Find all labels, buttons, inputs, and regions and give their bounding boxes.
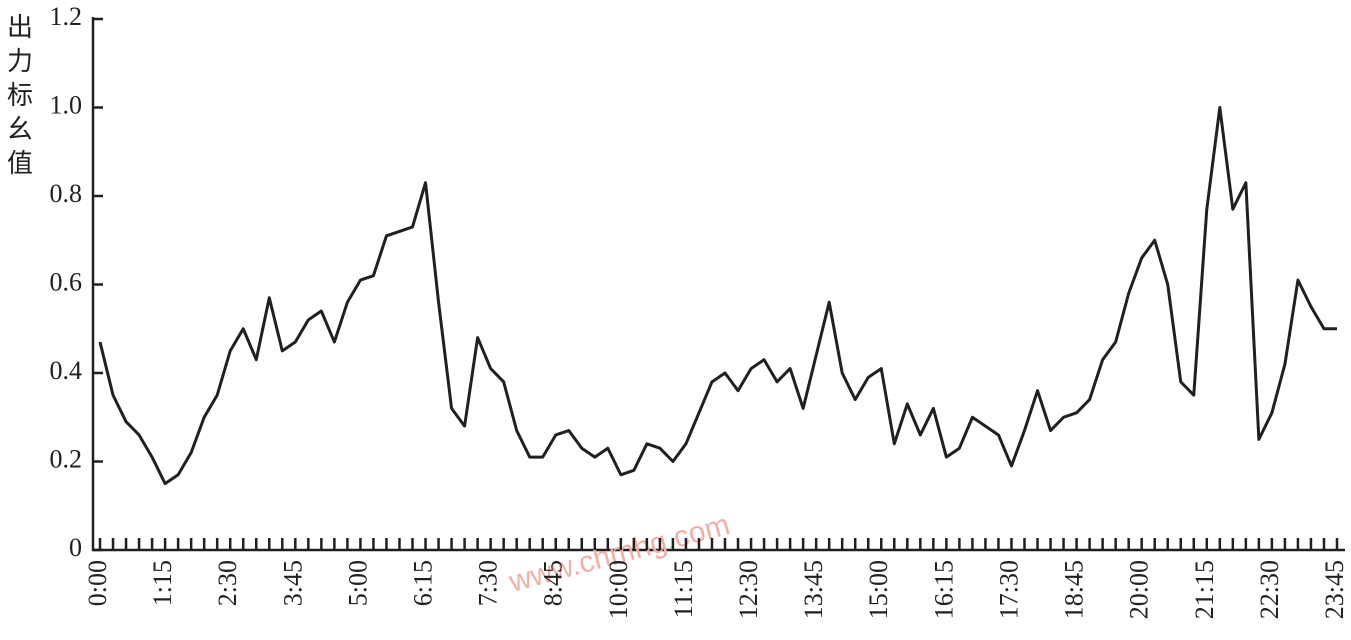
- x-tick-label: 0:00: [83, 560, 112, 606]
- x-tick-label: 20:00: [1125, 560, 1154, 619]
- x-tick-label: 15:00: [864, 560, 893, 619]
- x-tick-label: 11:15: [669, 560, 698, 618]
- y-axis-label: 出力标幺值: [7, 13, 33, 178]
- x-tick-label: 3:45: [278, 560, 307, 606]
- x-tick-label: 6:15: [408, 560, 437, 606]
- y-tick-label: 0.4: [50, 356, 83, 385]
- x-tick-label: 1:15: [148, 560, 177, 606]
- y-tick-label: 1.0: [50, 90, 83, 119]
- x-tick-label: 2:30: [213, 560, 242, 606]
- x-tick-label: 5:00: [343, 560, 372, 606]
- x-tick-label: 18:45: [1060, 560, 1089, 619]
- y-tick-label: 0.6: [50, 267, 83, 296]
- x-tick-label: 7:30: [474, 560, 503, 606]
- x-tick-label: 8:45: [539, 560, 568, 606]
- y-tick-label: 0: [69, 533, 82, 562]
- y-tick-label: 0.2: [50, 444, 83, 473]
- x-tick-label: 17:30: [994, 560, 1023, 619]
- x-tick-label: 10:00: [604, 560, 633, 619]
- x-tick-label: 12:30: [734, 560, 763, 619]
- x-tick-label: 23:45: [1320, 560, 1349, 619]
- x-tick-label: 13:45: [799, 560, 828, 619]
- y-tick-label: 0.8: [50, 179, 83, 208]
- y-tick-label: 1.2: [50, 2, 83, 31]
- x-tick-label: 21:15: [1190, 560, 1219, 619]
- x-tick-label: 16:15: [929, 560, 958, 619]
- data-line: [98, 106, 1337, 486]
- x-tick-label: 22:30: [1255, 560, 1284, 619]
